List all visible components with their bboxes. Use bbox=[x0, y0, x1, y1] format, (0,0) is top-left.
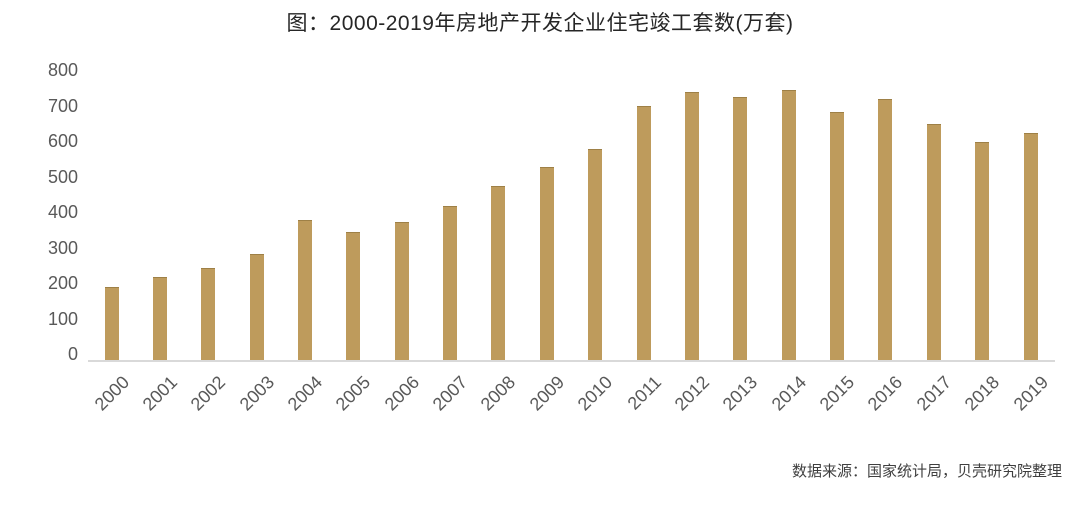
x-tick-label: 2005 bbox=[332, 372, 375, 415]
x-tick-label: 2006 bbox=[380, 372, 423, 415]
bar-2003 bbox=[249, 253, 264, 360]
bar-2006 bbox=[394, 221, 409, 360]
bar-2015 bbox=[830, 111, 845, 360]
x-tick-label: 2011 bbox=[623, 372, 665, 414]
y-tick-label: 400 bbox=[47, 202, 78, 222]
x-tick-label: 2009 bbox=[525, 372, 568, 415]
x-tick-label: 2017 bbox=[912, 372, 955, 415]
bar-2008 bbox=[491, 186, 506, 360]
bar-2004 bbox=[297, 219, 312, 360]
x-tick-label: 2016 bbox=[864, 372, 907, 415]
x-tick-label: 2007 bbox=[428, 372, 472, 415]
bar-2013 bbox=[733, 97, 748, 360]
x-tick-label: 2008 bbox=[477, 372, 520, 415]
x-tick-label: 2018 bbox=[960, 372, 1004, 415]
bar-2016 bbox=[878, 99, 893, 360]
x-axis-line bbox=[88, 360, 1055, 362]
y-tick-label: 600 bbox=[47, 131, 78, 151]
x-tick-label: 2002 bbox=[186, 372, 230, 415]
bar-2005 bbox=[346, 232, 361, 360]
bar-2010 bbox=[588, 148, 603, 360]
y-tick-label: 0 bbox=[67, 344, 78, 364]
x-tick-label: 2013 bbox=[718, 372, 762, 415]
y-tick-label: 700 bbox=[47, 95, 78, 116]
x-tick-label: 2015 bbox=[815, 372, 859, 415]
bar-2002 bbox=[201, 267, 216, 360]
data-source-note: 数据来源：国家统计局，贝壳研究院整理 bbox=[791, 463, 1062, 480]
x-tick-label: 2000 bbox=[90, 372, 133, 415]
bar-2009 bbox=[539, 166, 554, 360]
bar-2000 bbox=[104, 287, 119, 360]
y-tick-label: 100 bbox=[47, 308, 78, 329]
bar-2001 bbox=[152, 276, 167, 360]
x-tick-label: 2019 bbox=[1009, 372, 1052, 415]
bar-2011 bbox=[636, 106, 651, 360]
y-tick-label: 200 bbox=[47, 273, 78, 293]
x-tick-label: 2010 bbox=[573, 372, 617, 415]
y-tick-label: 800 bbox=[47, 60, 78, 80]
x-tick-label: 2012 bbox=[670, 372, 714, 415]
x-tick-label: 2004 bbox=[283, 372, 327, 415]
x-tick-label: 2003 bbox=[235, 372, 278, 415]
x-tick-label: 2001 bbox=[138, 372, 182, 415]
bar-2012 bbox=[684, 91, 699, 360]
bar-2007 bbox=[443, 205, 458, 360]
y-tick-label: 300 bbox=[47, 237, 78, 258]
y-tick-label: 500 bbox=[47, 166, 78, 187]
bar-2017 bbox=[926, 123, 941, 360]
bar-2018 bbox=[975, 141, 990, 360]
bar-2014 bbox=[781, 90, 796, 360]
chart-title: 图：2000-2019年房地产开发企业住宅竣工套数(万套) bbox=[286, 12, 794, 35]
bar-2019 bbox=[1023, 132, 1038, 360]
x-tick-label: 2014 bbox=[767, 372, 810, 415]
